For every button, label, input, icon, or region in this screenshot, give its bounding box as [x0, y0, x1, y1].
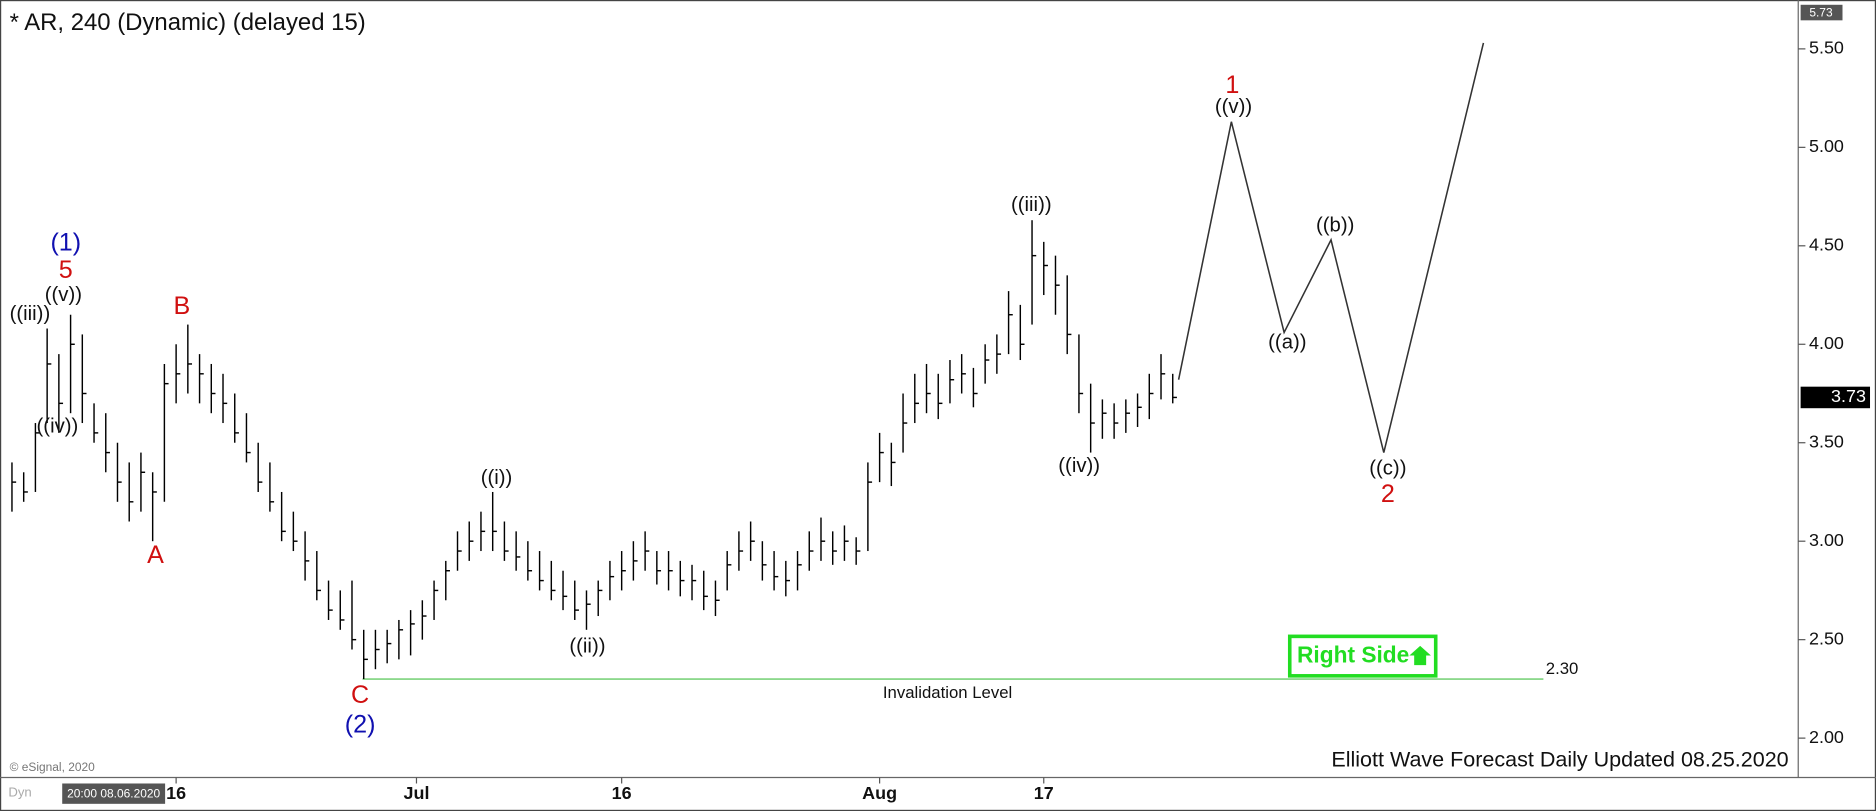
invalidation-value: 2.30 [1546, 659, 1579, 678]
x-tick-label: 16 [166, 783, 186, 803]
last-price: 3.73 [1831, 386, 1866, 406]
top-price-label: 5.73 [1809, 5, 1833, 19]
wave-label: A [147, 541, 164, 569]
footer: Elliott Wave Forecast Daily Updated 08.2… [1331, 747, 1788, 771]
x-tick-label: 16 [612, 783, 632, 803]
cursor-date: 20:00 08.06.2020 [67, 786, 160, 800]
y-tick-label: 3.50 [1809, 431, 1844, 451]
mode-label: Dyn [8, 785, 31, 800]
badge: Right Side [1297, 642, 1409, 668]
invalidation-label: Invalidation Level [883, 683, 1012, 702]
top-price-box [1800, 4, 1843, 21]
copyright: © eSignal, 2020 [10, 760, 96, 774]
wave-label: ((v)) [45, 284, 82, 306]
wave-label: ((iii)) [1011, 194, 1052, 216]
wave-label: ((iii)) [10, 303, 51, 325]
badge-box [1287, 634, 1438, 678]
wave-label: ((b)) [1316, 214, 1354, 236]
y-tick-label: 2.00 [1809, 727, 1844, 747]
wave-label: C [351, 681, 369, 709]
y-tick-label: 4.00 [1809, 333, 1844, 353]
wave-label: ((iv)) [37, 415, 79, 437]
cursor-date-box [62, 783, 166, 804]
badge-arrow [1409, 645, 1431, 666]
wave-label: ((c)) [1369, 457, 1406, 479]
wave-label: ((iv)) [1058, 455, 1100, 477]
wave-label: (1) [50, 229, 81, 257]
y-tick-label: 3.00 [1809, 530, 1844, 550]
x-tick-label: 17 [1034, 783, 1054, 803]
wave-label: ((v)) [1215, 96, 1252, 118]
chart-title: * AR, 240 (Dynamic) (delayed 15) [10, 9, 366, 36]
x-tick-label: Aug [862, 783, 897, 803]
y-tick-label: 2.50 [1809, 628, 1844, 648]
y-tick-label: 4.50 [1809, 235, 1844, 255]
wave-label: ((ii)) [569, 636, 605, 658]
x-tick-label: Jul [404, 783, 430, 803]
wave-label: (2) [345, 711, 376, 739]
projection-line [1177, 42, 1485, 453]
y-tick-label: 5.00 [1809, 136, 1844, 156]
wave-label: B [173, 292, 190, 320]
wave-label: ((i)) [481, 467, 513, 489]
wave-label: ((a)) [1268, 332, 1306, 354]
last-price-box [1800, 386, 1871, 409]
wave-label: 5 [59, 256, 73, 284]
wave-label: 1 [1225, 71, 1239, 99]
y-tick-label: 5.50 [1809, 38, 1844, 58]
wave-label: 2 [1381, 480, 1395, 508]
